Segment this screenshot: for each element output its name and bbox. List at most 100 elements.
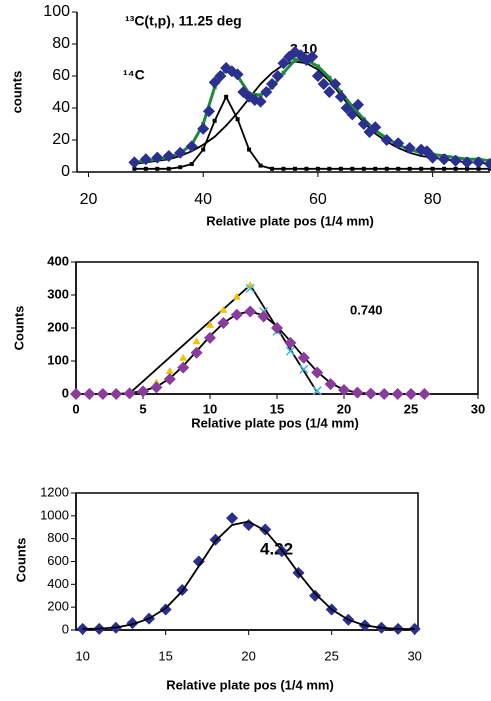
diamond-marker xyxy=(369,121,382,134)
triangle-marker xyxy=(219,305,228,313)
x-tick-label: 60 xyxy=(309,191,327,208)
diamond-marker xyxy=(137,385,149,398)
square-marker xyxy=(373,166,378,171)
square-marker xyxy=(350,104,355,109)
square-marker xyxy=(247,147,252,152)
square-marker xyxy=(281,166,286,171)
y-tick-label: 1200 xyxy=(40,484,69,499)
diamond-marker xyxy=(208,76,221,89)
diamond-marker xyxy=(438,153,451,166)
y-tick-label: 200 xyxy=(47,599,69,614)
square-marker xyxy=(235,117,240,122)
diamond-marker xyxy=(324,378,337,391)
diamond-marker xyxy=(230,308,243,321)
diamond-marker xyxy=(297,351,310,364)
y-axis-title: Counts xyxy=(13,538,28,583)
diamond-marker xyxy=(185,140,198,153)
diamond-marker xyxy=(323,86,336,98)
cross-marker xyxy=(299,364,309,374)
x-tick-label: 30 xyxy=(471,401,485,416)
square-marker xyxy=(407,166,412,171)
diamond-marker xyxy=(150,381,163,394)
annotation: 4.22 xyxy=(260,539,293,558)
diamond-marker xyxy=(338,384,350,397)
x-tick-label: 80 xyxy=(424,191,442,208)
diamond-marker xyxy=(231,68,244,81)
diamond-marker xyxy=(420,145,433,158)
y-axis-title: Counts xyxy=(11,306,26,351)
diamond-marker xyxy=(96,388,109,400)
square-marker xyxy=(453,166,458,171)
square-marker xyxy=(281,70,286,75)
diamond-marker xyxy=(391,388,404,400)
x-tick-label: 10 xyxy=(203,401,217,416)
diamond-marker xyxy=(259,523,272,536)
diamond-marker xyxy=(151,151,164,164)
y-axis-title: counts xyxy=(9,71,24,114)
diamond-marker xyxy=(472,156,485,169)
diamond-marker xyxy=(357,118,370,130)
square-marker xyxy=(396,166,401,171)
diamond-marker xyxy=(392,137,405,150)
y-tick-label: 800 xyxy=(47,530,69,545)
x-tick-label: 0 xyxy=(72,401,79,416)
diamond-marker xyxy=(311,366,324,379)
diamond-marker xyxy=(202,105,215,118)
square-marker xyxy=(361,166,366,171)
diamond-marker xyxy=(123,387,136,400)
diamond-marker xyxy=(162,150,175,162)
y-tick-label: 400 xyxy=(47,576,69,591)
square-marker xyxy=(419,166,424,171)
diamond-marker xyxy=(346,108,359,121)
diamond-marker xyxy=(190,346,203,359)
diamond-marker xyxy=(449,154,462,167)
square-marker xyxy=(304,166,309,171)
diamond-marker xyxy=(128,156,141,169)
diamond-marker xyxy=(484,158,491,170)
x-axis-title: Relative plate pos (1/4 mm) xyxy=(166,677,334,692)
diamond-marker xyxy=(405,388,417,400)
square-marker xyxy=(201,147,206,152)
triangle-marker xyxy=(165,366,174,374)
x-tick-label: 30 xyxy=(407,648,421,663)
triangle-marker xyxy=(179,353,188,361)
cross-marker xyxy=(285,346,295,356)
diamond-marker xyxy=(277,57,290,70)
square-marker xyxy=(166,166,171,171)
x-tick-label: 20 xyxy=(241,648,255,663)
y-tick-label: 1000 xyxy=(40,507,69,522)
square-marker xyxy=(270,166,275,171)
y-tick-label: 20 xyxy=(52,131,70,148)
diamond-marker xyxy=(139,153,152,166)
diamond-marker xyxy=(403,142,416,154)
x-tick-label: 10 xyxy=(75,648,89,663)
square-marker xyxy=(327,75,332,80)
series-line xyxy=(82,520,415,630)
square-marker xyxy=(212,118,217,123)
square-marker xyxy=(338,166,343,171)
diamond-marker xyxy=(217,317,230,330)
series-line xyxy=(76,310,425,395)
y-tick-label: 0 xyxy=(62,621,69,636)
y-tick-label: 80 xyxy=(52,35,70,52)
x-tick-label: 20 xyxy=(337,401,351,416)
plot-frame xyxy=(75,492,419,631)
diamond-marker xyxy=(226,512,239,525)
diamond-marker xyxy=(260,86,273,98)
diamond-marker xyxy=(174,146,187,159)
cross-marker xyxy=(245,283,255,293)
square-marker xyxy=(258,163,263,168)
diamond-marker xyxy=(248,94,261,106)
diamond-marker xyxy=(266,78,279,90)
square-marker xyxy=(143,166,148,171)
diamond-marker xyxy=(197,122,210,135)
square-marker xyxy=(315,64,320,69)
diamond-marker xyxy=(163,373,176,386)
square-marker xyxy=(292,58,297,62)
square-marker xyxy=(384,166,389,171)
diamond-marker xyxy=(461,156,474,169)
diamond-marker xyxy=(309,589,322,602)
x-tick-label: 20 xyxy=(80,191,98,208)
diamond-marker xyxy=(317,78,330,90)
